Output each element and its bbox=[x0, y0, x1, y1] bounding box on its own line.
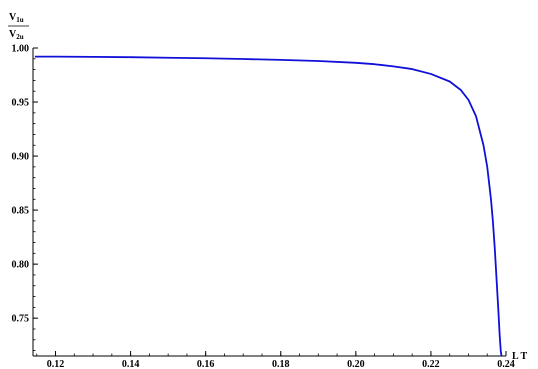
y-tick-label: 0.85 bbox=[12, 206, 30, 217]
x-tick-label: 0.20 bbox=[347, 359, 365, 369]
x-tick-label: 0.16 bbox=[197, 359, 215, 369]
y-axis-title-numerator-main: V bbox=[9, 12, 17, 23]
y-tick-label: 0.80 bbox=[12, 260, 30, 271]
y-axis-title-numerator-subscript: 1u bbox=[16, 16, 24, 24]
x-tick-label: 0.22 bbox=[422, 359, 440, 369]
minor-ticks bbox=[33, 47, 507, 356]
y-tick-label: 0.75 bbox=[12, 314, 30, 325]
series-line bbox=[34, 55, 503, 357]
y-tick-label: 1.00 bbox=[12, 44, 30, 55]
y-axis-title-numerator: V1u bbox=[9, 12, 24, 24]
axes bbox=[32, 48, 506, 357]
series-layer bbox=[34, 55, 503, 357]
x-tick-label: 0.24 bbox=[497, 359, 515, 369]
y-axis-title-denominator: V2u bbox=[9, 29, 24, 41]
y-axis-title-denominator-main: V bbox=[9, 29, 17, 40]
y-axis-title: V1u V2u bbox=[8, 12, 29, 41]
x-ticks: 0.12 0.14 0.16 0.18 0.20 0.22 0.24 bbox=[47, 351, 515, 369]
y-ticks: 0.75 0.80 0.85 0.90 0.95 1.00 bbox=[12, 44, 38, 325]
x-tick-label: 0.12 bbox=[47, 359, 65, 369]
y-axis-title-denominator-subscript: 2u bbox=[16, 33, 24, 41]
y-tick-label: 0.95 bbox=[12, 98, 30, 109]
x-tick-label: 0.18 bbox=[272, 359, 290, 369]
x-tick-label: 0.14 bbox=[122, 359, 140, 369]
y-tick-label: 0.90 bbox=[12, 152, 30, 163]
x-axis-title: L T bbox=[512, 351, 527, 362]
